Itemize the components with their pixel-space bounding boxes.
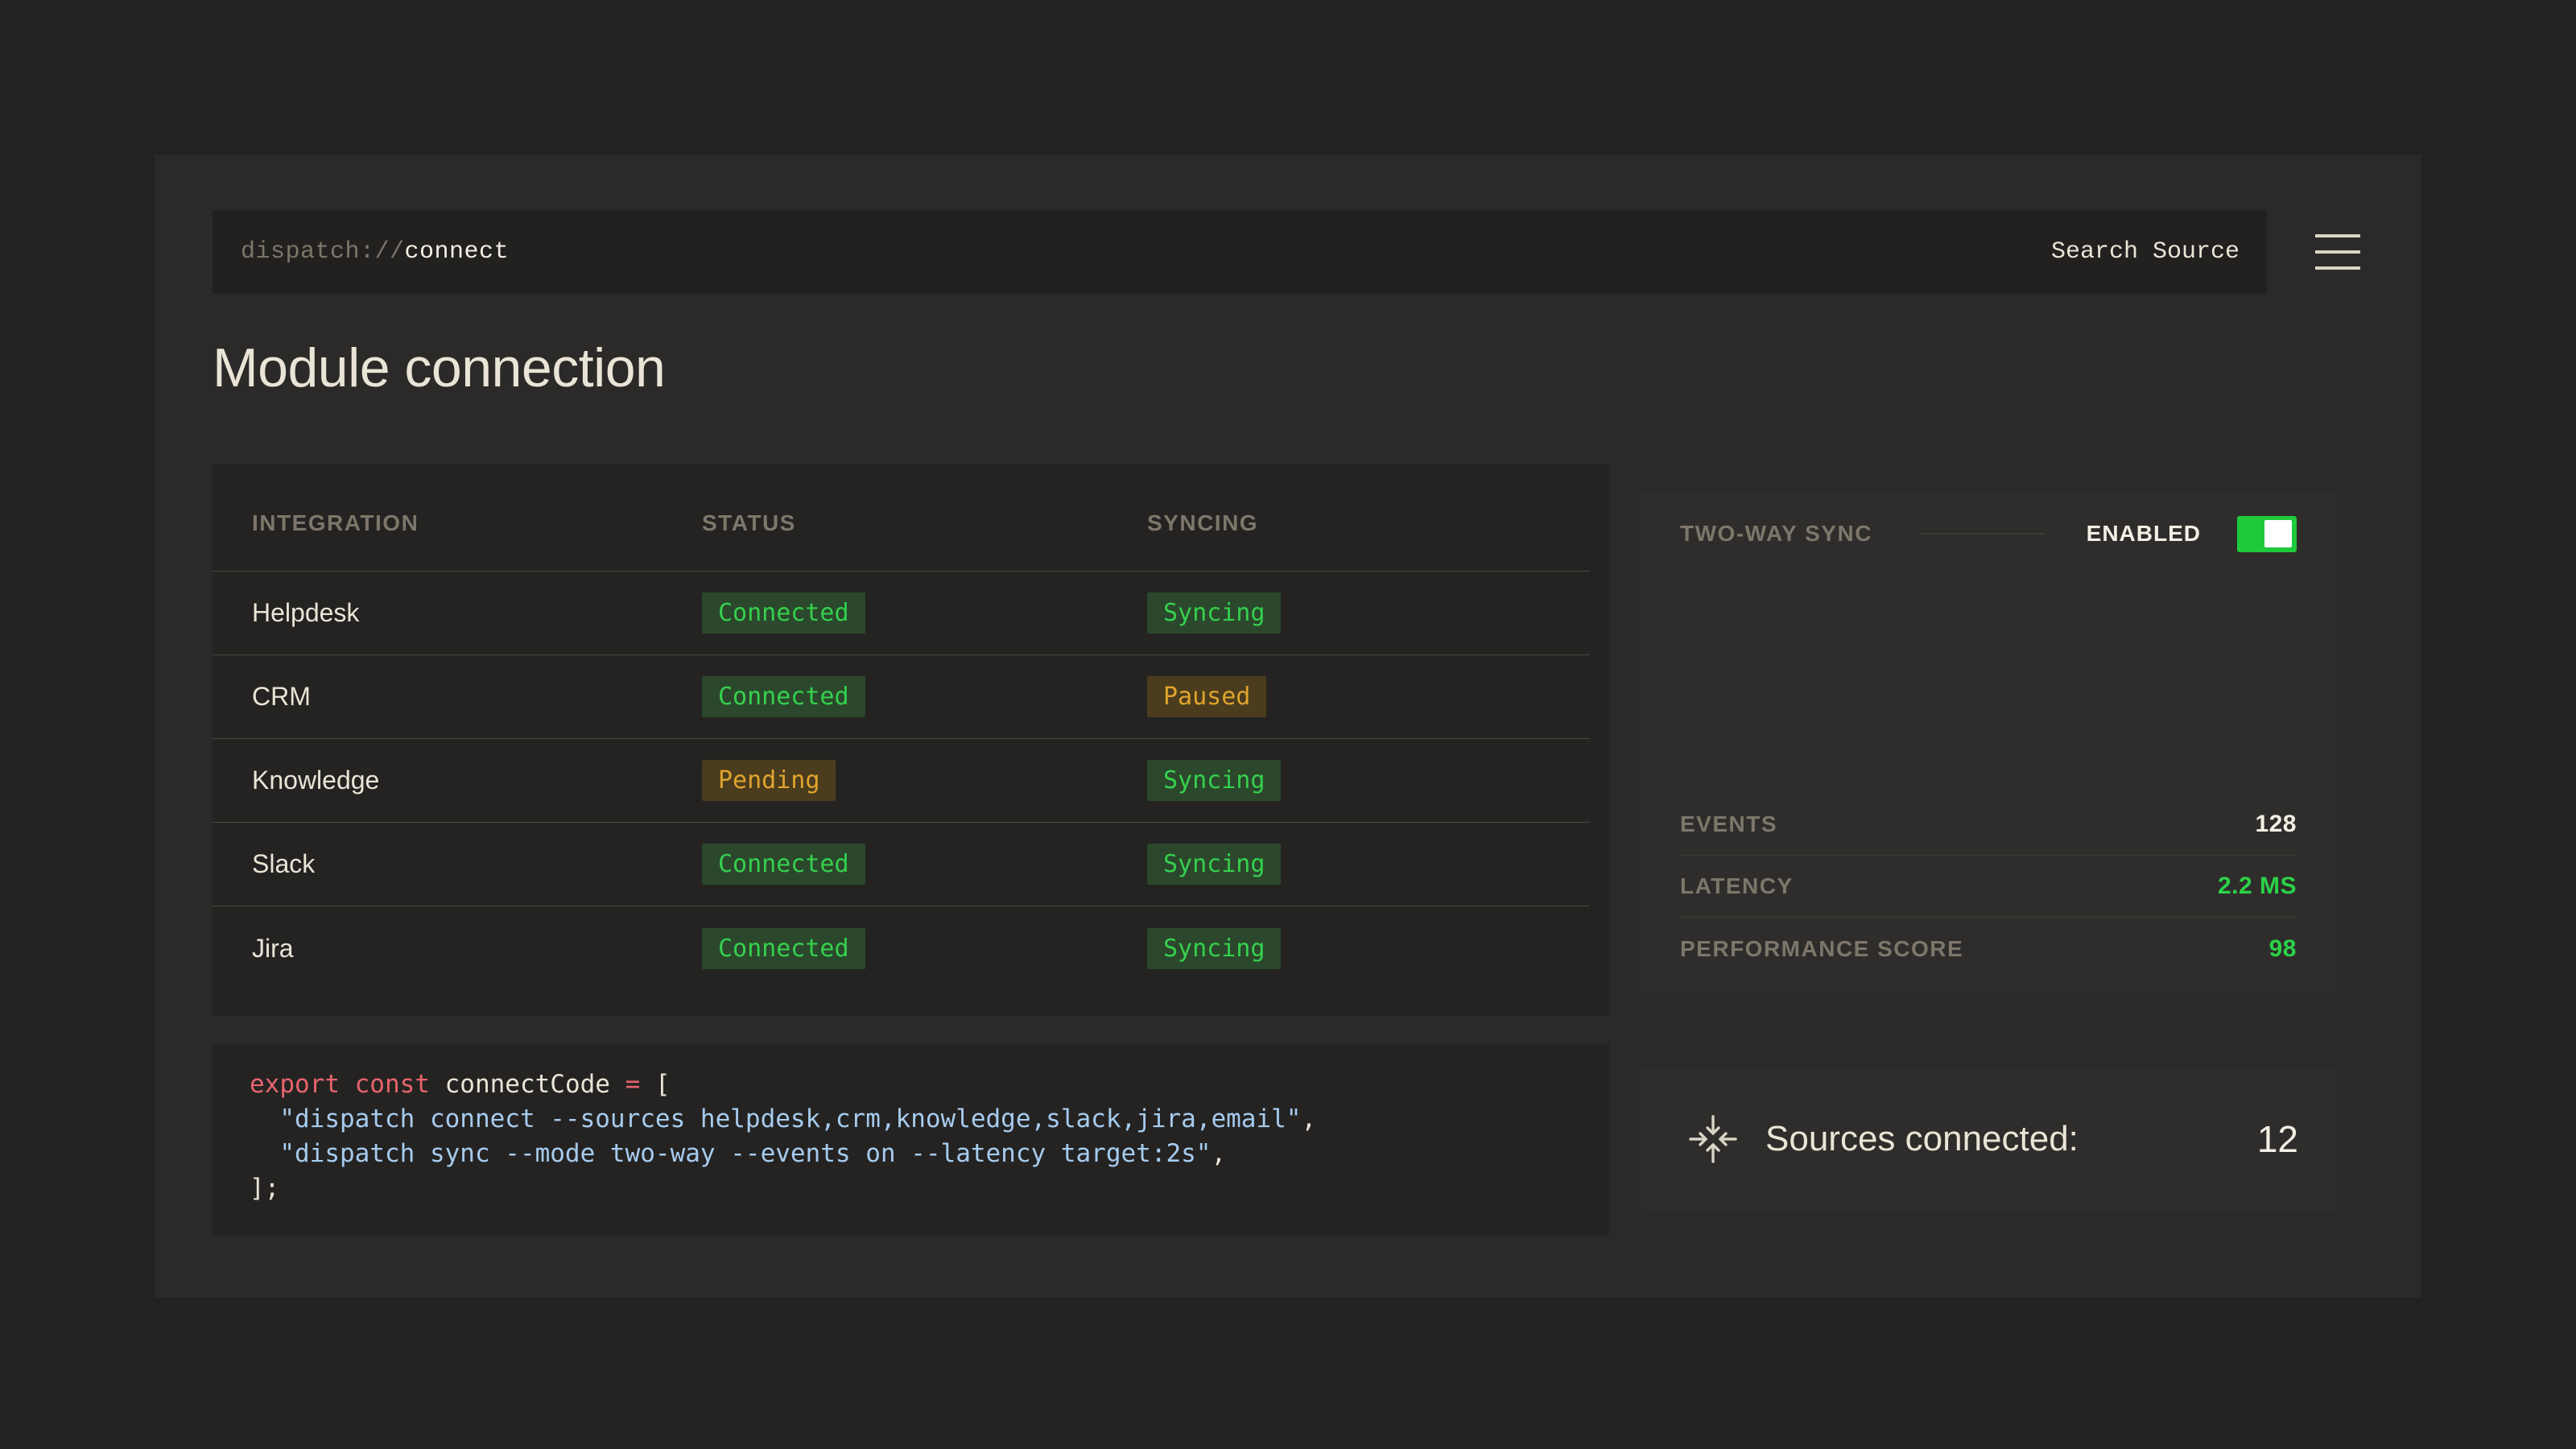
column-header-syncing: SYNCING xyxy=(1147,510,1259,535)
sources-connected-value: 12 xyxy=(2256,1118,2298,1160)
syncing-badge: Syncing xyxy=(1147,844,1282,885)
table-row[interactable]: CRM Connected Paused xyxy=(213,655,1590,739)
stat-value: 128 xyxy=(2255,811,2297,837)
hamburger-menu-icon[interactable] xyxy=(2315,234,2360,270)
code-line: "dispatch connect --sources helpdesk,crm… xyxy=(250,1102,1572,1137)
code-token: connectCode xyxy=(444,1070,625,1099)
syncing-badge: Syncing xyxy=(1147,592,1282,634)
table-row[interactable]: Jira Connected Syncing xyxy=(213,906,1590,990)
address-text[interactable]: dispatch://connect xyxy=(241,238,509,266)
stat-label: PERFORMANCE SCORE xyxy=(1680,935,1964,961)
status-badge: Connected xyxy=(702,844,865,885)
status-badge: Connected xyxy=(702,927,865,969)
integrations-table: INTEGRATION STATUS SYNCING Helpdesk Conne… xyxy=(213,464,1609,1016)
address-protocol: dispatch:// xyxy=(241,238,405,266)
sync-label: TWO-WAY SYNC xyxy=(1680,521,1872,546)
stat-label: LATENCY xyxy=(1680,873,1794,898)
sync-state-label: ENABLED xyxy=(2086,521,2201,546)
hamburger-line xyxy=(2315,234,2360,237)
code-line: ]; xyxy=(250,1171,1572,1206)
status-badge: Connected xyxy=(702,676,865,717)
code-token: = xyxy=(625,1070,655,1099)
integration-name: Slack xyxy=(252,849,316,878)
code-token: "dispatch connect --sources helpdesk,crm… xyxy=(279,1104,1302,1133)
code-line: export const connectCode = [ xyxy=(250,1067,1572,1102)
hamburger-line xyxy=(2315,250,2360,254)
sync-stats: EVENTS 128 LATENCY 2.2 MS PERFORMANCE SCORE 9… xyxy=(1680,794,2297,980)
code-token: [ xyxy=(654,1070,671,1099)
code-block: export const connectCode = [ "dispatch c… xyxy=(213,1043,1609,1236)
code-token: "dispatch sync --mode two-way --events o… xyxy=(279,1139,1212,1168)
code-token xyxy=(250,1104,279,1133)
code-token: , xyxy=(1211,1139,1227,1168)
integration-name: Helpdesk xyxy=(252,598,360,627)
table-row[interactable]: Slack Connected Syncing xyxy=(213,823,1590,906)
sync-toggle[interactable] xyxy=(2237,515,2297,552)
code-line: "dispatch sync --mode two-way --events o… xyxy=(250,1137,1572,1171)
stat-row: LATENCY 2.2 MS xyxy=(1680,856,2297,918)
status-badge: Pending xyxy=(702,760,836,801)
two-way-sync-panel: TWO-WAY SYNC ENABLED EVENTS 128 LATENCY 2.2… xyxy=(1641,491,2335,991)
stat-value: 98 xyxy=(2268,935,2297,962)
hamburger-line xyxy=(2315,266,2360,270)
status-badge: Connected xyxy=(702,592,865,634)
converge-arrows-icon xyxy=(1689,1115,1737,1163)
sync-header-row: TWO-WAY SYNC ENABLED xyxy=(1680,514,2297,554)
syncing-badge: Paused xyxy=(1147,676,1267,717)
stat-value: 2.2 MS xyxy=(2217,873,2297,899)
syncing-badge: Syncing xyxy=(1147,760,1282,801)
integration-name: Jira xyxy=(252,933,294,963)
page-title: Module connection xyxy=(213,337,666,398)
column-header-status: STATUS xyxy=(702,510,796,535)
address-bar[interactable]: dispatch://connect Search Source xyxy=(213,210,2267,294)
code-token: ]; xyxy=(250,1174,280,1203)
table-body: Helpdesk Connected Syncing CRM Connected Paus… xyxy=(213,572,1609,990)
integration-name: CRM xyxy=(252,682,311,711)
main-card: dispatch://connect Search Source Module … xyxy=(155,155,2421,1298)
stat-row: EVENTS 128 xyxy=(1680,794,2297,856)
code-token: export const xyxy=(250,1070,445,1099)
stat-row: PERFORMANCE SCORE 98 xyxy=(1680,918,2297,980)
syncing-badge: Syncing xyxy=(1147,927,1282,969)
toggle-knob xyxy=(2264,519,2292,547)
search-source-button[interactable]: Search Source xyxy=(2050,238,2240,266)
table-row[interactable]: Helpdesk Connected Syncing xyxy=(213,572,1590,655)
sources-connected-panel: Sources connected: 12 xyxy=(1641,1068,2335,1210)
table-row[interactable]: Knowledge Pending Syncing xyxy=(213,739,1590,823)
integration-name: Knowledge xyxy=(252,766,380,795)
code-token: , xyxy=(1301,1104,1317,1133)
address-path: connect xyxy=(404,238,510,266)
code-token xyxy=(250,1139,279,1168)
sources-connected-label: Sources connected: xyxy=(1765,1119,2079,1158)
column-header-integration: INTEGRATION xyxy=(252,510,419,535)
stat-label: EVENTS xyxy=(1680,811,1778,836)
table-header-row: INTEGRATION STATUS SYNCING xyxy=(213,464,1590,572)
divider xyxy=(1918,533,2044,535)
